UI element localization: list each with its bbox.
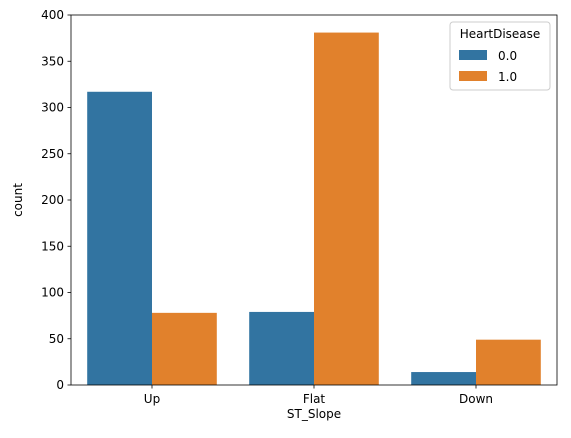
- x-tick-label-down: Down: [459, 392, 493, 406]
- y-tick-label: 150: [41, 239, 64, 253]
- bar-flat-series-1: [314, 32, 379, 385]
- legend-swatch-0: [459, 50, 487, 60]
- bar-up-series-0: [87, 91, 152, 386]
- legend-title: HeartDisease: [460, 27, 541, 41]
- legend-swatch-1: [459, 71, 487, 81]
- y-tick-label: 200: [41, 193, 64, 207]
- bar-flat-series-0: [249, 311, 314, 385]
- x-axis-label: ST_Slope: [287, 407, 341, 421]
- y-tick-label: 0: [56, 378, 64, 392]
- x-axis-ticks: Up Flat Down: [144, 385, 493, 406]
- y-tick-label: 250: [41, 147, 64, 161]
- legend-entry-1: 1.0: [498, 70, 517, 84]
- y-tick-label: 400: [41, 8, 64, 22]
- y-tick-label: 300: [41, 101, 64, 115]
- x-tick-label-flat: Flat: [303, 392, 326, 406]
- bar-up-series-1: [152, 312, 217, 385]
- y-axis-ticks: 0 50 100 150 200 250 300 350 400: [41, 8, 71, 392]
- x-tick-label-up: Up: [144, 392, 160, 406]
- y-axis-label: count: [11, 183, 25, 217]
- bar-down-series-0: [411, 372, 476, 385]
- y-tick-label: 350: [41, 54, 64, 68]
- bars-group: [87, 32, 541, 386]
- y-tick-label: 100: [41, 286, 64, 300]
- plot-frame: [70, 14, 558, 386]
- bar-down-series-1: [476, 339, 541, 385]
- legend: HeartDisease 0.0 1.0: [449, 21, 551, 91]
- legend-entry-0: 0.0: [498, 49, 517, 63]
- y-tick-label: 50: [49, 332, 64, 346]
